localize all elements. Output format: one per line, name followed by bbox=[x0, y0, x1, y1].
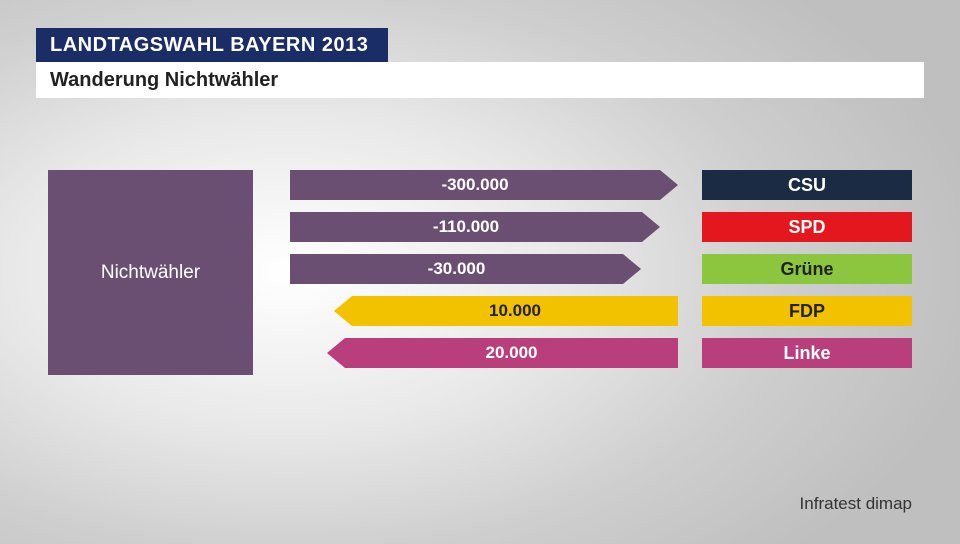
flow-row: -110.000 SPD bbox=[48, 212, 912, 246]
header-subtitle-bar: Wanderung Nichtwähler bbox=[36, 62, 924, 98]
arrow-head-icon bbox=[623, 254, 641, 284]
arrow-head-icon bbox=[660, 170, 678, 200]
arrow-head-icon bbox=[642, 212, 660, 242]
credit-text: Infratest dimap bbox=[800, 494, 912, 514]
dest-label: FDP bbox=[789, 301, 825, 322]
dest-label: SPD bbox=[788, 217, 825, 238]
flow-value-label: -30.000 bbox=[428, 259, 486, 279]
dest-box: FDP bbox=[702, 296, 912, 326]
arrow-head-icon bbox=[327, 338, 345, 368]
dest-box: SPD bbox=[702, 212, 912, 242]
dest-box: Grüne bbox=[702, 254, 912, 284]
dest-box: Linke bbox=[702, 338, 912, 368]
header-title: LANDTAGSWAHL BAYERN 2013 bbox=[50, 34, 368, 57]
flow-value-label: 20.000 bbox=[486, 343, 538, 363]
flow-row: 10.000 FDP bbox=[48, 296, 912, 330]
flow-value-label: -110.000 bbox=[433, 217, 499, 237]
flow-arrow-bar: 20.000 bbox=[345, 338, 678, 368]
flow-row: -30.000 Grüne bbox=[48, 254, 912, 288]
flow-diagram: Nichtwähler -300.000CSU-110.000SPD-30.00… bbox=[48, 160, 912, 420]
flow-value-label: 10.000 bbox=[489, 301, 541, 321]
flow-value-label: -300.000 bbox=[441, 175, 508, 195]
flow-row: -300.000 CSU bbox=[48, 170, 912, 204]
flow-arrow-bar: 10.000 bbox=[352, 296, 678, 326]
flow-arrow-bar: -30.000 bbox=[290, 254, 623, 284]
dest-label: Linke bbox=[783, 343, 830, 364]
dest-label: Grüne bbox=[780, 259, 833, 280]
flow-row: 20.000 Linke bbox=[48, 338, 912, 372]
header-title-bar: LANDTAGSWAHL BAYERN 2013 bbox=[36, 28, 388, 62]
header-subtitle: Wanderung Nichtwähler bbox=[50, 69, 278, 92]
dest-box: CSU bbox=[702, 170, 912, 200]
arrow-head-icon bbox=[334, 296, 352, 326]
flow-arrow-bar: -110.000 bbox=[290, 212, 642, 242]
flow-arrow-bar: -300.000 bbox=[290, 170, 660, 200]
dest-label: CSU bbox=[788, 175, 826, 196]
